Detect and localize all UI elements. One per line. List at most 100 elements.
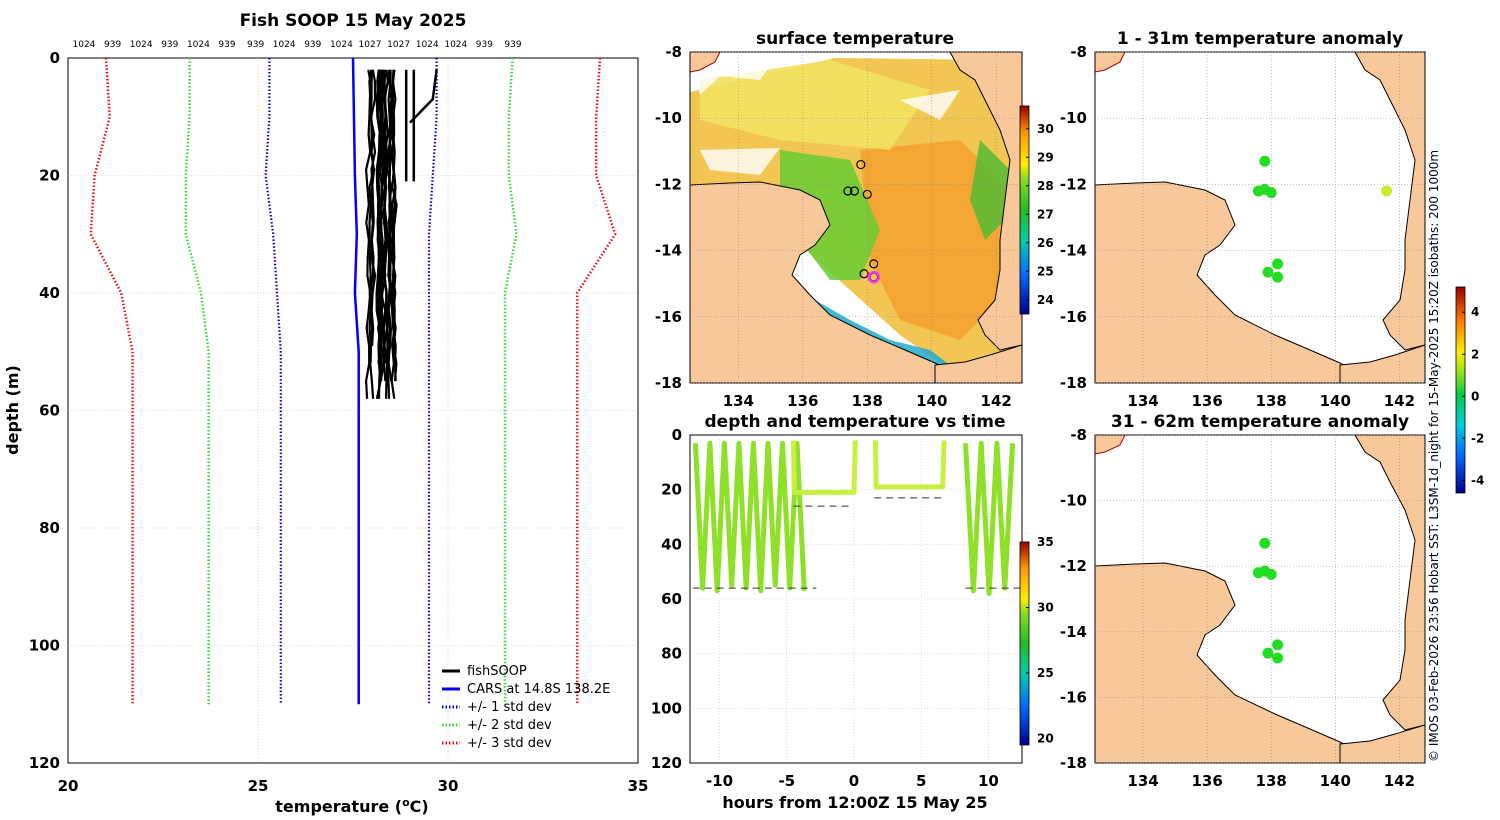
anomaly-shallow-point bbox=[1272, 271, 1284, 283]
anomaly-colorbar-ticks: 4 2 0 -2 -4 bbox=[1462, 305, 1484, 487]
profile-series-line bbox=[351, 58, 360, 705]
profile-y-tick-label: 40 bbox=[39, 284, 60, 302]
sst-x-tick-label: 136 bbox=[787, 392, 818, 410]
sst-field-green-east bbox=[970, 140, 1010, 240]
sst-x-tick-label: 140 bbox=[916, 392, 947, 410]
profile-x-tick-label: 25 bbox=[248, 777, 269, 795]
depth-time-y-tick-label: 40 bbox=[661, 535, 682, 553]
sst-station-circle bbox=[856, 159, 866, 170]
depth-time-x-tick-label: -5 bbox=[778, 772, 795, 790]
anomaly-deep-x-tick-label: 136 bbox=[1191, 772, 1222, 790]
profile-x-label: temperature (oC) bbox=[275, 796, 428, 816]
profile-x-tick-label: 35 bbox=[628, 777, 649, 795]
sst-station-circles bbox=[843, 159, 880, 284]
profile-top-label: 1024 bbox=[444, 40, 467, 50]
anomaly-deep-y-tick-label: -12 bbox=[1060, 557, 1087, 575]
profile-top-label: 939 bbox=[104, 40, 121, 50]
anomaly-shallow-x-tick-label: 136 bbox=[1191, 392, 1222, 410]
anomaly-shallow-y-tick-label: -14 bbox=[1060, 242, 1087, 260]
depth-time-colorbar-label: 30 bbox=[1037, 600, 1054, 614]
profile-x-ticks: 20 25 30 35 bbox=[58, 777, 649, 795]
anomaly-colorbar-label: 2 bbox=[1471, 347, 1479, 361]
sst-colorbar-ticks: 24 25 26 27 28 29 30 bbox=[1026, 122, 1054, 307]
sst-y-tick-label: -10 bbox=[655, 109, 682, 127]
profile-y-tick-label: 80 bbox=[39, 519, 60, 537]
anomaly-deep-grid bbox=[1095, 434, 1425, 764]
anomaly-deep-x-tick-label: 142 bbox=[1384, 772, 1415, 790]
profile-top-label: 1024 bbox=[73, 40, 96, 50]
depth-time-data bbox=[692, 440, 1022, 596]
sst-station-circle bbox=[843, 186, 853, 196]
depth-time-colorbar-label: 35 bbox=[1037, 535, 1054, 549]
fishsoop-trace bbox=[386, 69, 393, 382]
sst-y-tick-label: -16 bbox=[655, 308, 682, 326]
profile-top-label: 1024 bbox=[187, 40, 210, 50]
anomaly-shallow-points bbox=[1252, 155, 1393, 283]
depth-time-colorbar bbox=[1019, 541, 1030, 746]
sst-x-tick-label: 134 bbox=[723, 392, 754, 410]
profile-top-label: 939 bbox=[504, 40, 521, 50]
profile-top-label: 939 bbox=[161, 40, 178, 50]
depth-time-y-tick-label: 20 bbox=[661, 481, 682, 499]
profile-series-line bbox=[427, 58, 438, 705]
profile-series-line bbox=[264, 58, 282, 705]
anomaly-shallow-point bbox=[1262, 266, 1274, 278]
profile-title: Fish SOOP 15 May 2025 bbox=[240, 11, 467, 31]
sst-station-circle bbox=[859, 269, 869, 279]
profile-top-label: 939 bbox=[476, 40, 493, 50]
sst-colorbar-label: 24 bbox=[1037, 293, 1054, 307]
anomaly-deep-point bbox=[1265, 568, 1277, 580]
profile-top-labels: 1024 939 1024 939 1024 939 939 1024 939 1024 1027 1… bbox=[73, 40, 522, 50]
sst-station-circle bbox=[849, 186, 859, 196]
profile-panel: Fish SOOP 15 May 2025 1024 939 1024 939 1024… bbox=[3, 11, 648, 816]
sst-map-x-ticks: 134 136 138 140 142 bbox=[723, 392, 1012, 410]
depth-time-x-tick-label: -10 bbox=[706, 772, 733, 790]
sst-map-panel: surface temperature 134 136 138 140 142 -8 -1… bbox=[655, 29, 1054, 410]
fishsoop-spike bbox=[409, 69, 438, 124]
depth-time-title: depth and temperature vs time bbox=[705, 412, 1006, 432]
profile-top-label: 1027 bbox=[359, 40, 382, 50]
anomaly-colorbar-label: 0 bbox=[1471, 389, 1479, 403]
sst-map-content bbox=[690, 52, 1022, 383]
anomaly-shallow-y-tick-label: -18 bbox=[1060, 374, 1087, 392]
anomaly-shallow-y-tick-label: -16 bbox=[1060, 308, 1087, 326]
depth-time-deployment bbox=[692, 440, 807, 594]
profile-y-tick-label: 20 bbox=[39, 167, 60, 185]
anomaly-deep-x-ticks: 134 136 138 140 142 bbox=[1127, 772, 1415, 790]
fishsoop-trace bbox=[376, 69, 383, 382]
sst-y-tick-label: -18 bbox=[655, 374, 682, 392]
anomaly-shallow-x-tick-label: 140 bbox=[1320, 392, 1351, 410]
depth-time-y-ticks: 0 20 40 60 80 100 120 bbox=[651, 426, 682, 772]
profile-x-tick-label: 30 bbox=[438, 777, 459, 795]
anomaly-deep-point bbox=[1272, 652, 1284, 664]
sst-land-east bbox=[949, 52, 1022, 351]
fishsoop-trace bbox=[390, 69, 397, 399]
anomaly-deep-panel: 31 - 62m temperature anomaly 134 136 138 14… bbox=[1060, 286, 1484, 790]
depth-time-x-tick-label: 5 bbox=[916, 772, 926, 790]
sst-colorbar-label: 28 bbox=[1037, 179, 1054, 193]
anomaly-deep-land bbox=[1095, 435, 1425, 763]
profile-top-label: 1024 bbox=[330, 40, 353, 50]
anomaly-deep-y-tick-label: -8 bbox=[1070, 426, 1087, 444]
profile-y-tick-label: 120 bbox=[29, 754, 60, 772]
anomaly-deep-x-tick-label: 140 bbox=[1320, 772, 1351, 790]
anomaly-shallow-grid bbox=[1095, 51, 1425, 384]
depth-time-deployment bbox=[790, 440, 858, 495]
depth-time-x-ticks: -10 -5 0 5 10 bbox=[706, 772, 999, 790]
anomaly-deep-point bbox=[1262, 647, 1274, 659]
fishsoop-trace bbox=[364, 69, 372, 399]
fishsoop-trace bbox=[390, 69, 397, 382]
fishsoop-trace bbox=[370, 69, 377, 346]
anomaly-shallow-y-tick-label: -8 bbox=[1070, 43, 1087, 61]
sst-map-y-ticks: -8 -10 -12 -14 -16 -18 bbox=[655, 43, 682, 392]
sst-field-green bbox=[780, 150, 880, 280]
profile-legend: fishSOOP CARS at 14.8S 138.2E +/- 1 std de… bbox=[442, 664, 610, 751]
sst-field-cool-south bbox=[815, 300, 950, 372]
anomaly-deep-y-tick-label: -16 bbox=[1060, 688, 1087, 706]
profile-top-label: 1024 bbox=[273, 40, 296, 50]
profile-x-tick-label: 20 bbox=[58, 777, 79, 795]
anomaly-shallow-y-tick-label: -12 bbox=[1060, 175, 1087, 193]
profile-series-line bbox=[184, 58, 210, 705]
profile-y-tick-label: 60 bbox=[39, 402, 60, 420]
profile-top-label: 1024 bbox=[130, 40, 153, 50]
